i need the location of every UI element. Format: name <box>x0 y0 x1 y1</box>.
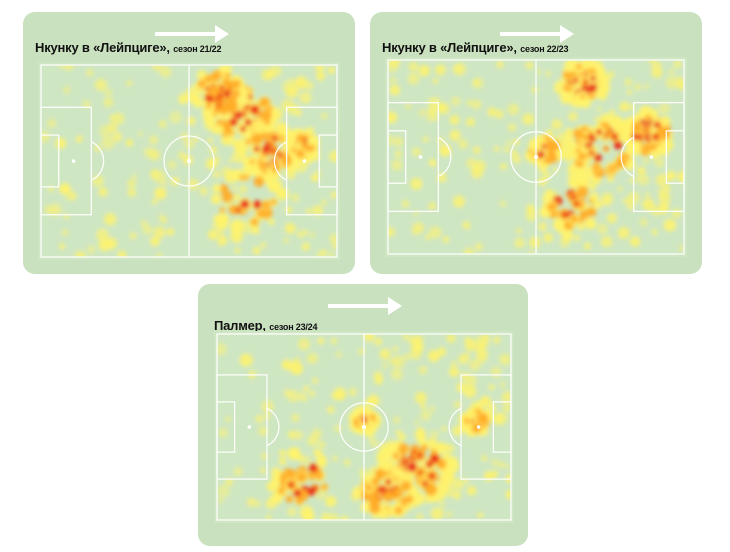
pitch-heatmap <box>214 331 514 523</box>
centre-spot <box>362 425 366 429</box>
heatmap-card-1: Нкунку в «Лейпциге», сезон 21/22 <box>23 12 355 274</box>
card-title: Нкунку в «Лейпциге», сезон 22/23 <box>382 40 568 55</box>
penalty-spot-right <box>649 155 654 159</box>
player-name: Нкунку в «Лейпциге», <box>35 40 170 55</box>
centre-spot <box>534 155 538 159</box>
season-label: сезон 22/23 <box>520 44 569 54</box>
heat-layer <box>41 65 337 257</box>
season-label: сезон 21/22 <box>173 44 222 54</box>
attack-direction-arrow-icon <box>328 297 402 315</box>
card-title: Палмер, сезон 23/24 <box>214 318 317 333</box>
heat-layer <box>388 60 684 254</box>
penalty-spot-right <box>302 159 307 163</box>
attack-direction-arrow-icon <box>500 25 574 43</box>
heat-layer <box>217 334 511 520</box>
centre-spot <box>187 159 191 163</box>
season-label: сезон 23/24 <box>269 322 318 332</box>
heatmap-card-3: Палмер, сезон 23/24 <box>198 284 528 546</box>
heatmap-card-2: Нкунку в «Лейпциге», сезон 22/23 <box>370 12 702 274</box>
player-name: Нкунку в «Лейпциге», <box>382 40 517 55</box>
card-title: Нкунку в «Лейпциге», сезон 21/22 <box>35 40 221 55</box>
attack-direction-arrow-icon <box>155 25 229 43</box>
player-name: Палмер, <box>214 318 266 333</box>
pitch-markings <box>40 64 338 258</box>
penalty-spot-left <box>418 155 423 159</box>
pitch-heatmap <box>385 57 687 257</box>
penalty-spot-right <box>476 425 481 429</box>
penalty-spot-left <box>247 425 252 429</box>
pitch-heatmap <box>38 62 340 260</box>
penalty-spot-left <box>71 159 76 163</box>
